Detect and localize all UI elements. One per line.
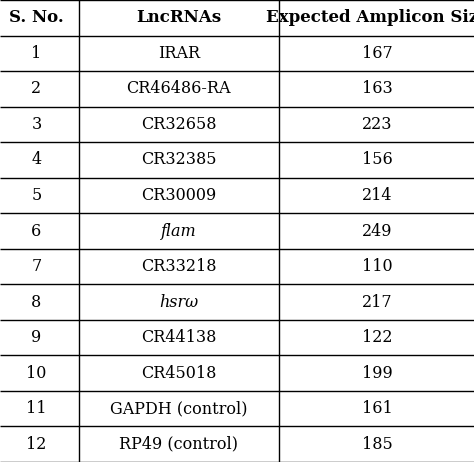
Text: CR32658: CR32658 — [141, 116, 217, 133]
Text: 167: 167 — [362, 45, 393, 62]
Text: 12: 12 — [26, 436, 46, 453]
Text: 1: 1 — [31, 45, 42, 62]
Text: LncRNAs: LncRNAs — [136, 9, 221, 26]
Text: RP49 (control): RP49 (control) — [119, 436, 238, 453]
Text: 156: 156 — [362, 152, 393, 169]
Text: CR32385: CR32385 — [141, 152, 217, 169]
Text: CR45018: CR45018 — [141, 365, 217, 382]
Text: CR46486-RA: CR46486-RA — [127, 80, 231, 97]
Text: 185: 185 — [362, 436, 393, 453]
Text: 2: 2 — [31, 80, 42, 97]
Text: 110: 110 — [362, 258, 393, 275]
Text: 249: 249 — [362, 223, 393, 239]
Text: 10: 10 — [26, 365, 46, 382]
Text: CR30009: CR30009 — [141, 187, 216, 204]
Text: 122: 122 — [362, 329, 393, 346]
Text: hsrω: hsrω — [159, 293, 198, 310]
Text: 217: 217 — [362, 293, 393, 310]
Text: GAPDH (control): GAPDH (control) — [110, 400, 247, 417]
Text: 5: 5 — [31, 187, 42, 204]
Text: 8: 8 — [31, 293, 42, 310]
Text: 214: 214 — [362, 187, 393, 204]
Text: 3: 3 — [31, 116, 42, 133]
Text: 7: 7 — [31, 258, 42, 275]
Text: S. No.: S. No. — [9, 9, 64, 26]
Text: CR33218: CR33218 — [141, 258, 217, 275]
Text: 223: 223 — [362, 116, 393, 133]
Text: IRAR: IRAR — [158, 45, 200, 62]
Text: 9: 9 — [31, 329, 42, 346]
Text: 4: 4 — [31, 152, 42, 169]
Text: 199: 199 — [362, 365, 393, 382]
Text: CR44138: CR44138 — [141, 329, 217, 346]
Text: 6: 6 — [31, 223, 42, 239]
Text: Expected Amplicon Size: Expected Amplicon Size — [266, 9, 474, 26]
Text: 11: 11 — [26, 400, 47, 417]
Text: 163: 163 — [362, 80, 393, 97]
Text: flam: flam — [161, 223, 197, 239]
Text: 161: 161 — [362, 400, 393, 417]
